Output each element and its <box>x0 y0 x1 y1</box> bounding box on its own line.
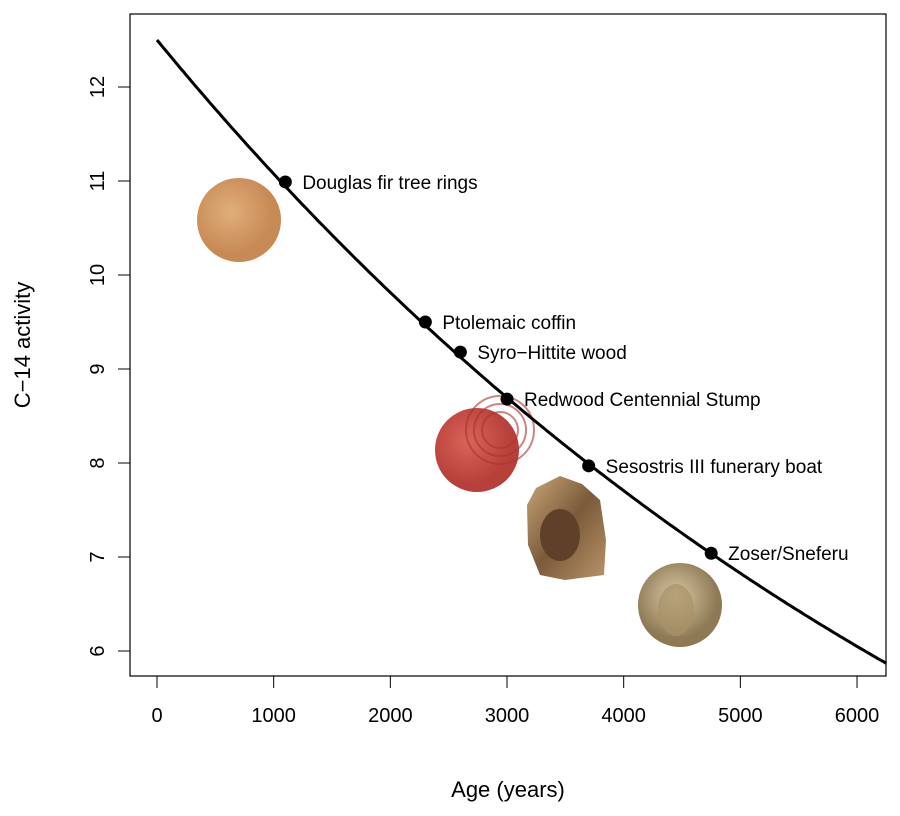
wood-ring <box>481 411 519 449</box>
x-tick-label: 6000 <box>835 705 880 727</box>
point-label: Zoser/Sneferu <box>728 544 848 565</box>
wood-ring <box>465 395 535 465</box>
point-label: Syro−Hittite wood <box>477 343 626 364</box>
data-point <box>500 392 514 406</box>
x-tick-label: 4000 <box>601 705 646 727</box>
y-tick-label: 7 <box>87 551 109 562</box>
x-tick-label: 0 <box>151 705 162 727</box>
point-label: Douglas fir tree rings <box>302 173 477 194</box>
x-tick-label: 1000 <box>251 705 296 727</box>
sesostris-head-image <box>527 476 606 580</box>
wood-ring <box>473 403 527 457</box>
y-tick-label: 12 <box>87 76 109 98</box>
y-tick-label: 8 <box>87 457 109 468</box>
redwood-image <box>435 395 535 492</box>
redwood-disc <box>435 408 519 492</box>
y-tick-label: 10 <box>87 264 109 286</box>
x-tick-label: 5000 <box>718 705 763 727</box>
x-axis-label: Age (years) <box>451 777 565 802</box>
point-label: Ptolemaic coffin <box>442 313 576 334</box>
x-tick-label: 2000 <box>368 705 413 727</box>
y-axis-label: C−14 activity <box>10 282 35 409</box>
data-point <box>453 345 467 359</box>
data-point <box>582 459 596 473</box>
y-tick-label: 11 <box>87 171 109 192</box>
statue-face <box>658 584 694 636</box>
y-tick-label: 9 <box>87 363 109 374</box>
douglas-fir-wood-image <box>197 178 281 262</box>
data-point <box>704 546 718 560</box>
point-label: Redwood Centennial Stump <box>524 390 761 411</box>
face <box>540 509 580 561</box>
y-tick-label: 6 <box>87 645 109 656</box>
decay-curve <box>155 39 887 665</box>
point-label: Sesostris III funerary boat <box>606 457 823 478</box>
data-point <box>278 175 292 189</box>
data-point <box>418 315 432 329</box>
x-tick-label: 3000 <box>485 705 530 727</box>
